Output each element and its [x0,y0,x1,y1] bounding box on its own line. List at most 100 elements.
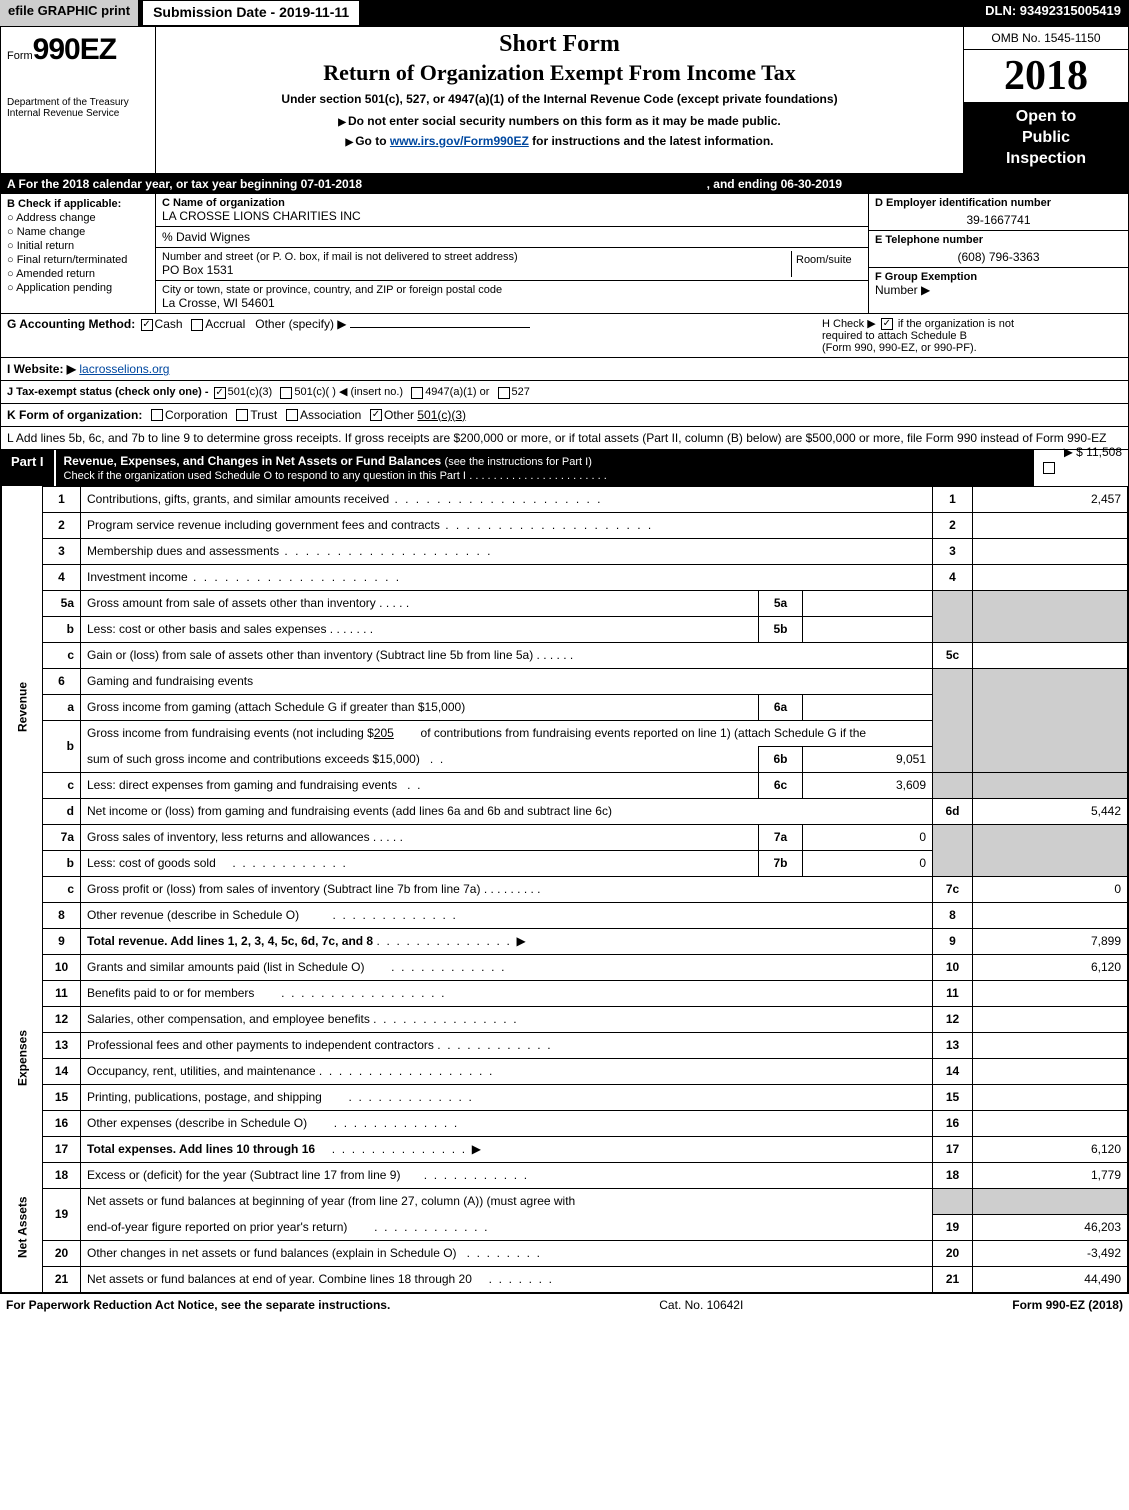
chk-501c3[interactable] [214,387,226,399]
line-12-desc: Salaries, other compensation, and employ… [81,1006,933,1032]
line-12-num: 12 [43,1006,81,1032]
chk-cash[interactable] [141,319,153,331]
open-to-text: Open to [968,107,1124,128]
line-20-desc: Other changes in net assets or fund bala… [81,1240,933,1266]
section-h: H Check ▶ if the organization is not req… [822,317,1122,354]
line-5c-desc: Gain or (loss) from sale of assets other… [81,642,933,668]
revenue-side-label: Revenue [2,486,43,928]
line-5b-num: b [43,616,81,642]
line-6c-col-shade [933,772,973,798]
line-2-amt [973,512,1128,538]
k-trust: Trust [250,408,277,422]
line-11-desc: Benefits paid to or for members . . . . … [81,980,933,1006]
line-6b-contrib-amount: 205 [374,726,394,740]
line-7c-desc: Gross profit or (loss) from sales of inv… [81,876,933,902]
do-not-inner: Do not enter social security numbers on … [348,114,781,128]
return-title: Return of Organization Exempt From Incom… [164,60,955,86]
line-6c-amt-shade [973,772,1128,798]
street-value: PO Box 1531 [162,263,791,277]
line-15-amt [973,1084,1128,1110]
line-19-amt: 46,203 [973,1214,1128,1240]
chk-amended-return[interactable]: Amended return [7,268,149,280]
short-form-title: Short Form [164,31,955,58]
line-9-num: 9 [43,928,81,954]
line-5c-num: c [43,642,81,668]
chk-initial-return[interactable]: Initial return [7,240,149,252]
chk-501c[interactable] [280,387,292,399]
line-17-num: 17 [43,1136,81,1162]
j-label: J Tax-exempt status (check only one) - [7,386,209,398]
street-label: Number and street (or P. O. box, if mail… [162,251,791,263]
form-prefix: Form [7,50,33,62]
line-21-desc: Net assets or fund balances at end of ye… [81,1266,933,1292]
dept-treasury: Department of the Treasury [7,97,149,108]
line-5ab-col-shade [933,590,973,642]
line-8-amt [973,902,1128,928]
line-7b-desc: Less: cost of goods sold . . . . . . . .… [81,850,759,876]
chk-application-pending[interactable]: Application pending [7,282,149,294]
group-label: F Group Exemption [875,271,1122,283]
line-15-num: 15 [43,1084,81,1110]
goto-link[interactable]: www.irs.gov/Form990EZ [390,134,529,148]
l-row: L Add lines 5b, 6c, and 7b to line 9 to … [1,427,1128,450]
section-def: D Employer identification number 39-1667… [868,194,1128,313]
section-g: G Accounting Method: Cash Accrual Other … [7,317,822,354]
phone-block: E Telephone number (608) 796-3363 [869,231,1128,268]
g-other-input[interactable] [350,327,530,328]
form-number: 990EZ [33,33,116,66]
chk-527[interactable] [498,387,510,399]
header-row: Form990EZ Department of the Treasury Int… [1,27,1128,174]
part-i-schedule-o-check[interactable] [1034,450,1064,486]
line-9-desc: Total revenue. Add lines 1, 2, 3, 4, 5c,… [81,928,933,954]
line-2-col: 2 [933,512,973,538]
chk-4947a1[interactable] [411,387,423,399]
ein-value: 39-1667741 [875,213,1122,227]
chk-schedule-b-not-required[interactable] [881,318,893,330]
chk-accrual[interactable] [191,319,203,331]
k-corp: Corporation [165,408,228,422]
line-3-desc: Membership dues and assessments [81,538,933,564]
j-opt3: 4947(a)(1) or [425,386,489,398]
line-19-desc-b: end-of-year figure reported on prior yea… [81,1214,933,1240]
g-accrual-label: Accrual [205,317,245,331]
net-assets-side-label: Net Assets [2,1162,43,1292]
submission-date-label: Submission Date - 2019-11-11 [142,0,360,26]
line-10-col: 10 [933,954,973,980]
group-exemption-block: F Group Exemption Number ▶ [869,268,1128,300]
chk-final-return[interactable]: Final return/terminated [7,254,149,266]
org-name: LA CROSSE LIONS CHARITIES INC [162,209,862,223]
line-6c-inner-num: 6c [759,772,803,798]
chk-other-org[interactable] [370,409,382,421]
revenue-side-bottom [2,928,43,954]
website-link[interactable]: lacrosselions.org [79,362,169,376]
tax-year: 2018 [964,50,1128,103]
city-block: City or town, state or province, country… [156,281,868,313]
line-1-desc: Contributions, gifts, grants, and simila… [81,486,933,512]
j-opt2: 501(c)( ) ◀ (insert no.) [294,386,403,398]
chk-association[interactable] [286,409,298,421]
room-suite-label: Room/suite [792,251,862,277]
chk-address-change[interactable]: Address change [7,212,149,224]
inspection-text: Inspection [968,149,1124,170]
h-line1: H Check ▶ [822,318,876,330]
line-7a-num: 7a [43,824,81,850]
under-section-text: Under section 501(c), 527, or 4947(a)(1)… [164,92,955,106]
line-4-amt [973,564,1128,590]
period-begin: A For the 2018 calendar year, or tax yea… [7,177,362,191]
gh-row: G Accounting Method: Cash Accrual Other … [1,314,1128,358]
omb-number: OMB No. 1545-1150 [964,27,1128,50]
line-5c-amt [973,642,1128,668]
line-6a-inner-amt [803,694,933,720]
line-13-desc: Professional fees and other payments to … [81,1032,933,1058]
expenses-side-label: Expenses [2,954,43,1162]
ein-block: D Employer identification number 39-1667… [869,194,1128,231]
chk-corporation[interactable] [151,409,163,421]
line-7ab-col-shade [933,824,973,876]
chk-trust[interactable] [236,409,248,421]
line-7c-col: 7c [933,876,973,902]
chk-name-change[interactable]: Name change [7,226,149,238]
line-11-amt [973,980,1128,1006]
line-7b-inner-num: 7b [759,850,803,876]
line-6c-num: c [43,772,81,798]
line-20-num: 20 [43,1240,81,1266]
